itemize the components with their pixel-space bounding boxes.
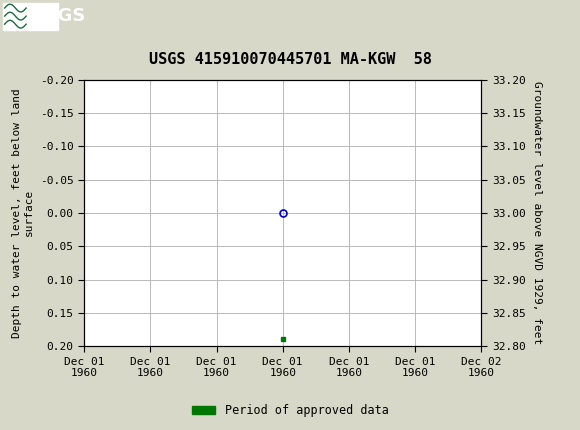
Legend: Period of approved data: Period of approved data: [187, 399, 393, 422]
FancyBboxPatch shape: [3, 3, 58, 30]
Text: USGS 415910070445701 MA-KGW  58: USGS 415910070445701 MA-KGW 58: [148, 52, 432, 67]
Y-axis label: Depth to water level, feet below land
surface: Depth to water level, feet below land su…: [12, 88, 34, 338]
Y-axis label: Groundwater level above NGVD 1929, feet: Groundwater level above NGVD 1929, feet: [532, 81, 542, 344]
Text: USGS: USGS: [30, 7, 85, 25]
